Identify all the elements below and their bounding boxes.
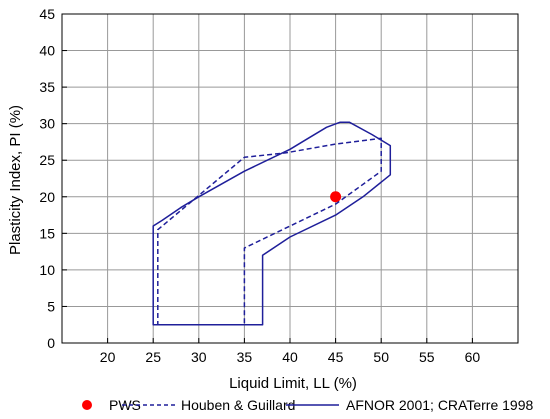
x-tick-label: 45 [328, 349, 344, 365]
y-tick-label: 30 [39, 116, 55, 132]
data-point-pws [330, 191, 342, 203]
x-axis: 20 25 30 35 40 45 50 55 60 [100, 338, 481, 365]
legend-label-afnor: AFNOR 2001; CRATerre 1998 [346, 397, 533, 413]
x-tick-label: 30 [191, 349, 207, 365]
y-axis: 0 5 10 15 20 25 30 35 40 45 [39, 6, 67, 351]
y-tick-label: 35 [39, 79, 55, 95]
x-tick-label: 35 [237, 349, 253, 365]
grid [62, 14, 518, 343]
x-tick-label: 50 [373, 349, 389, 365]
series-houben-guillard-outline [157, 137, 382, 326]
y-tick-label: 15 [39, 225, 55, 241]
x-tick-label: 60 [465, 349, 481, 365]
y-tick-label: 45 [39, 6, 55, 22]
y-tick-label: 25 [39, 152, 55, 168]
y-tick-label: 0 [47, 335, 55, 351]
x-tick-label: 25 [145, 349, 161, 365]
x-axis-title: Liquid Limit, LL (%) [229, 375, 357, 392]
x-tick-label: 55 [419, 349, 435, 365]
legend-label-houben: Houben & Guillard [181, 397, 295, 413]
x-tick-label: 40 [282, 349, 298, 365]
x-tick-label: 20 [100, 349, 116, 365]
legend: PWS Houben & Guillard AFNOR 2001; CRATer… [82, 397, 533, 413]
y-tick-label: 5 [47, 298, 55, 314]
y-tick-label: 20 [39, 189, 55, 205]
y-tick-label: 10 [39, 262, 55, 278]
legend-marker-pws [82, 400, 92, 410]
series-afnor-craterre-outline [152, 121, 392, 326]
y-tick-label: 40 [39, 43, 55, 59]
y-axis-title: Plasticity Index, PI (%) [7, 105, 24, 255]
series-layer [152, 121, 392, 326]
